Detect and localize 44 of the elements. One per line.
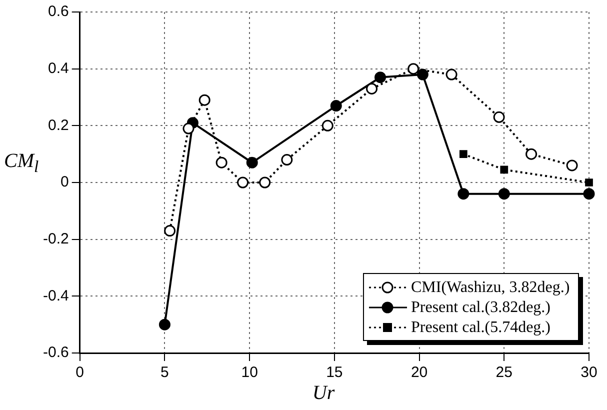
x-tick-label: 20	[410, 364, 428, 382]
x-tick-label: 5	[160, 364, 169, 382]
point	[566, 160, 578, 172]
x-tick-label: 15	[326, 364, 343, 382]
x-tick-label: 25	[496, 364, 512, 382]
point	[408, 63, 420, 75]
point	[330, 100, 342, 112]
point	[500, 166, 508, 174]
point	[446, 68, 458, 80]
point	[322, 120, 334, 132]
point	[493, 111, 505, 123]
y-axis-title: CM$_{l}$	[4, 150, 39, 177]
y-tick-label: 0	[60, 174, 69, 191]
point	[416, 68, 428, 80]
legend-label: Present cal.(3.82deg.)	[411, 298, 551, 316]
point	[459, 150, 468, 158]
point	[585, 178, 593, 186]
y-tick-label: -0.6	[42, 344, 69, 362]
x-tick-label: 0	[76, 364, 84, 382]
x-tick-label: 10	[241, 364, 258, 382]
point	[526, 148, 538, 160]
point	[583, 188, 595, 200]
point	[259, 176, 271, 188]
y-tick-label: 0.4	[48, 60, 69, 77]
point	[281, 154, 293, 166]
point	[158, 318, 170, 330]
y-tick-label: -0.4	[42, 287, 69, 304]
point	[198, 94, 210, 106]
point	[498, 188, 510, 200]
y-tick-label: 0.6	[48, 3, 69, 20]
point	[237, 176, 249, 188]
legend-label: Present cal.(5.74deg.)	[411, 318, 551, 336]
x-tick-label: 30	[580, 364, 598, 382]
point	[246, 156, 258, 168]
point	[458, 188, 470, 200]
point	[182, 122, 194, 134]
point	[374, 72, 386, 84]
x-axis-title: Ur	[311, 382, 336, 405]
y-tick-label: -0.2	[42, 230, 69, 248]
legend-label: CMI(Washizu, 3.82deg.)	[411, 278, 570, 296]
y-tick-label: 0.2	[48, 116, 69, 134]
point	[216, 156, 228, 168]
point	[366, 82, 378, 94]
point	[164, 225, 176, 237]
